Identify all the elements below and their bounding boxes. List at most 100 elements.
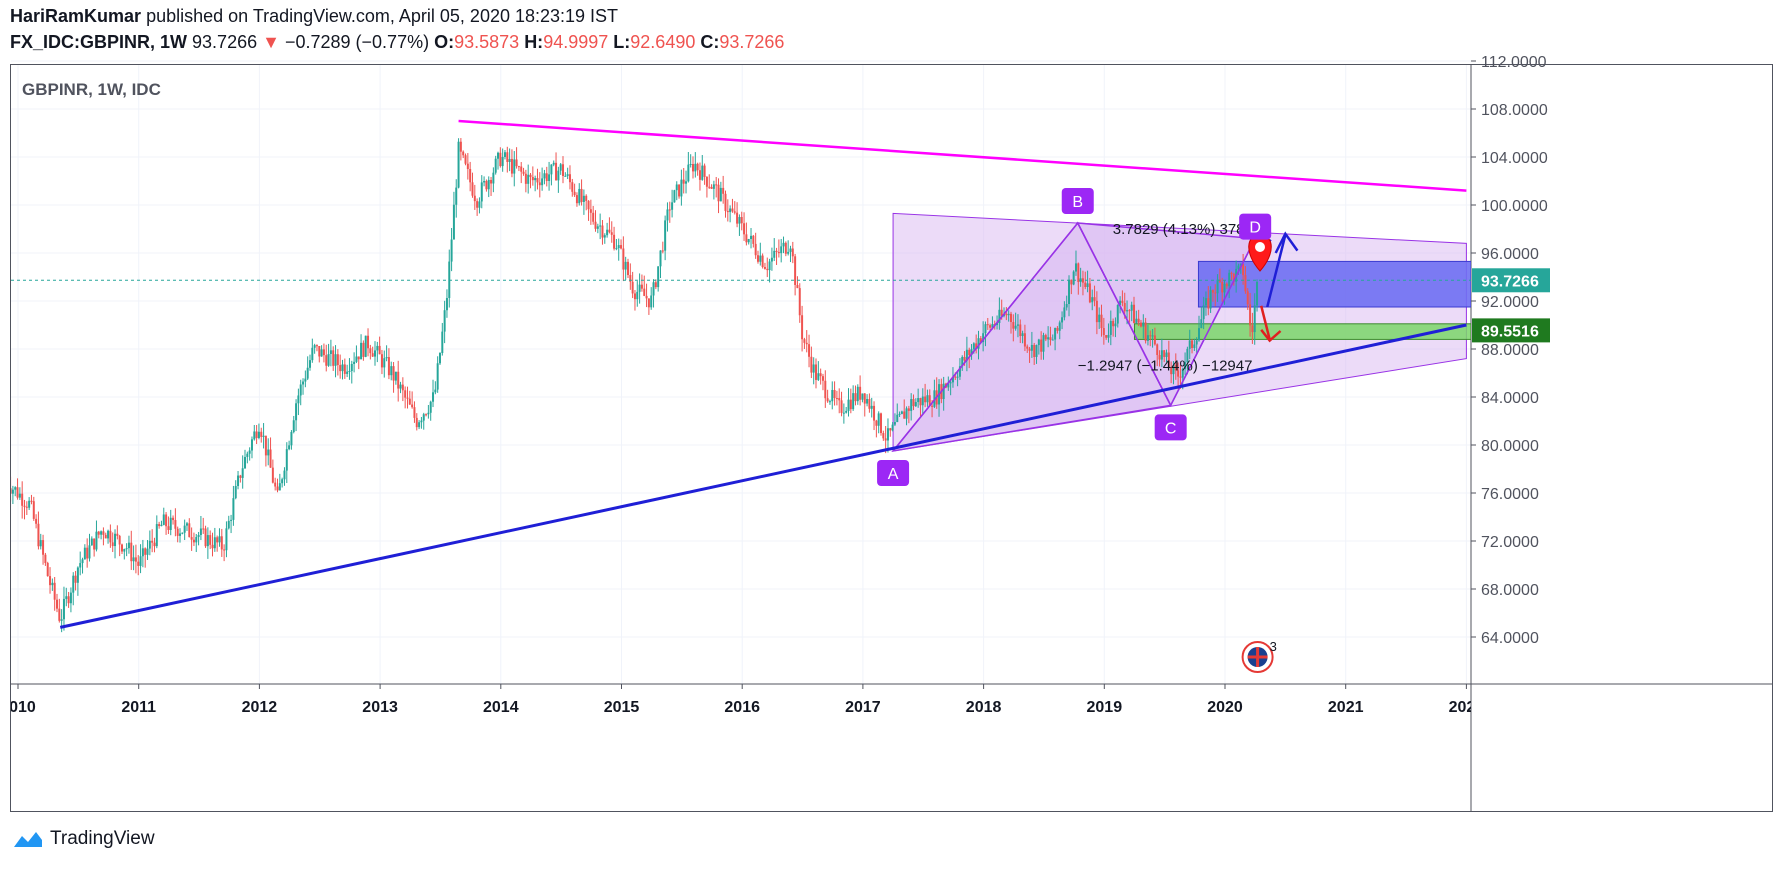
- candle-body: [455, 187, 458, 205]
- published-text: published on TradingView.com, April 05, …: [146, 6, 619, 26]
- candle-body: [931, 405, 934, 407]
- candle-body: [780, 246, 783, 254]
- candle-body: [1005, 313, 1008, 316]
- candle-body: [1204, 298, 1207, 306]
- candle-body: [731, 208, 734, 212]
- price-tick-label: 84.0000: [1481, 390, 1539, 407]
- candle-body: [1095, 300, 1098, 323]
- candle-body: [743, 223, 746, 235]
- candle-body: [682, 179, 685, 184]
- ohlc-line: FX_IDC:GBPINR, 1W 93.7266 ▼ −0.7289 (−0.…: [10, 32, 784, 53]
- candle-body: [1107, 334, 1110, 338]
- candle-body: [1014, 325, 1017, 329]
- candle-body: [292, 420, 295, 432]
- measure-bc-label: −1.2947 (−1.44%) −12947: [1078, 358, 1253, 375]
- candle-body: [1100, 314, 1103, 329]
- candle-body: [650, 295, 653, 308]
- candle-body: [1244, 275, 1247, 292]
- candle-body: [197, 534, 200, 538]
- candle-body: [794, 256, 797, 285]
- candle-body: [499, 152, 502, 167]
- candle-body: [1223, 283, 1226, 293]
- candle-body: [104, 534, 107, 539]
- candle-body: [856, 386, 859, 402]
- candle-body: [318, 346, 321, 357]
- candle-body: [529, 174, 532, 177]
- time-tick-label: 2010: [0, 699, 36, 716]
- time-tick-label: 2020: [1207, 699, 1243, 716]
- candle-body: [715, 184, 718, 186]
- pattern-point-d: D: [1239, 213, 1272, 240]
- publish-info: HariRamKumar published on TradingView.co…: [10, 6, 618, 27]
- candle-body: [1198, 328, 1201, 341]
- candle-body: [1123, 302, 1126, 312]
- candle-body: [803, 339, 806, 343]
- candle-body: [148, 540, 151, 549]
- candle-body: [919, 398, 922, 406]
- candle-body: [580, 188, 583, 202]
- footer-brand[interactable]: TradingView: [10, 828, 155, 850]
- candle-body: [891, 424, 894, 431]
- candle-body: [947, 383, 950, 388]
- candle-body: [559, 164, 562, 171]
- candle-body: [81, 559, 84, 564]
- candle-body: [234, 486, 237, 499]
- candle-body: [541, 178, 544, 186]
- pattern-point-c: C: [1154, 414, 1187, 441]
- candle-body: [445, 298, 448, 311]
- last-price: 93.7266: [192, 32, 258, 52]
- candle-body: [585, 195, 588, 201]
- candle-body: [408, 398, 411, 405]
- candle-body: [1102, 328, 1105, 336]
- candle-body: [1012, 322, 1015, 329]
- candle-body: [587, 200, 590, 210]
- candle-body: [708, 186, 711, 188]
- price-badge-bg: [1472, 318, 1550, 343]
- candle-body: [893, 422, 896, 425]
- candle-body: [889, 428, 892, 431]
- candle-body: [1253, 305, 1256, 333]
- candle-body: [828, 401, 831, 403]
- close-value: 93.7266: [719, 32, 785, 52]
- candle-body: [158, 524, 161, 527]
- candle-body: [55, 599, 58, 609]
- up-arrow-head: [1274, 231, 1299, 254]
- candle-body: [970, 349, 973, 356]
- price-tick-label: 92.0000: [1481, 294, 1539, 311]
- candle-body: [39, 540, 42, 547]
- author-name[interactable]: HariRamKumar: [10, 6, 142, 26]
- candle-body: [153, 542, 156, 547]
- candle-body: [1153, 335, 1156, 345]
- candle-body: [510, 158, 513, 174]
- candle-body: [1237, 265, 1240, 269]
- candle-body: [450, 239, 453, 262]
- candle-body: [211, 544, 214, 549]
- candle-body: [462, 151, 465, 156]
- candle-body: [926, 395, 929, 403]
- candle-body: [209, 535, 212, 545]
- candle-body: [1040, 339, 1043, 352]
- candle-body: [789, 248, 792, 252]
- candle-body: [1056, 327, 1059, 331]
- candle-body: [67, 596, 70, 604]
- candle-body: [620, 245, 623, 249]
- candle-body: [16, 487, 19, 498]
- price-tick-label: 72.0000: [1481, 534, 1539, 551]
- candle-body: [42, 540, 45, 555]
- candle-body: [685, 181, 688, 184]
- candle-body: [313, 345, 316, 348]
- candle-body: [202, 528, 205, 530]
- candle-body: [399, 384, 402, 389]
- candle-body: [766, 268, 769, 271]
- candle-body: [673, 190, 676, 203]
- candle-body: [1058, 322, 1061, 331]
- symbol-label: FX_IDC:GBPINR, 1W: [10, 32, 188, 52]
- candle-body: [534, 178, 537, 181]
- candle-body: [643, 288, 646, 296]
- price-tick-label: 112.0000: [1481, 54, 1547, 71]
- candle-body: [1251, 325, 1254, 333]
- point-letter: B: [1072, 194, 1083, 211]
- candle-body: [914, 402, 917, 407]
- candle-body: [710, 186, 713, 189]
